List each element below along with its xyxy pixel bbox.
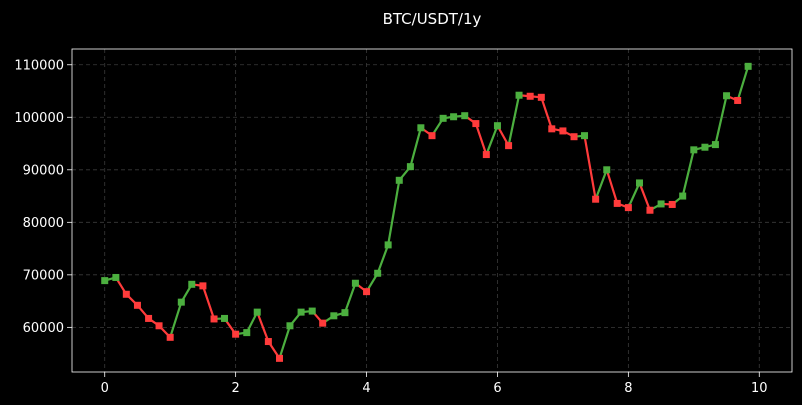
price-segment — [605, 168, 619, 205]
price-point — [155, 322, 163, 330]
price-point — [679, 192, 687, 200]
x-tick-label: 2 — [231, 381, 239, 396]
price-point — [711, 141, 719, 149]
price-point — [374, 269, 382, 277]
price-segment — [256, 311, 270, 343]
price-point — [297, 308, 305, 316]
price-point — [330, 312, 338, 320]
price-point — [351, 279, 359, 287]
price-segment — [409, 126, 422, 168]
price-point — [177, 298, 185, 306]
price-point — [613, 199, 621, 207]
price-point — [253, 308, 261, 316]
price-segment — [540, 96, 553, 130]
price-segment — [638, 181, 652, 212]
price-segment — [594, 168, 608, 201]
price-segment — [376, 243, 390, 275]
price-segment — [169, 301, 183, 339]
price-point — [515, 91, 523, 99]
price-segment — [627, 181, 641, 209]
price-point — [199, 282, 207, 290]
price-point — [482, 151, 490, 159]
price-segment — [485, 124, 499, 156]
price-point — [657, 200, 665, 208]
chart-title: BTC/USDT/1y — [383, 10, 482, 28]
price-point — [210, 315, 218, 323]
price-point — [559, 127, 567, 135]
x-tick-label: 10 — [751, 381, 768, 396]
price-point — [286, 322, 294, 330]
price-point — [232, 330, 240, 338]
price-point — [493, 122, 501, 130]
axes: 0 2 4 6 8 10 60000 70000 80000 90000 100000 110000 — [14, 48, 793, 396]
price-point — [505, 142, 513, 150]
x-tick-label: 0 — [101, 381, 109, 396]
plot-frame — [71, 48, 793, 373]
price-segment — [474, 122, 488, 156]
price-point — [439, 114, 447, 122]
price-point — [548, 125, 556, 133]
price-segment — [714, 94, 728, 146]
price-point — [592, 195, 600, 203]
price-point — [363, 288, 371, 296]
price-point — [384, 241, 392, 249]
y-tick-label: 80000 — [23, 216, 64, 231]
y-tick-label: 70000 — [23, 268, 64, 283]
price-point — [417, 124, 425, 132]
price-markers — [101, 62, 752, 362]
price-point — [101, 277, 109, 285]
price-point — [133, 301, 141, 309]
price-point — [428, 132, 436, 140]
price-point — [308, 307, 316, 315]
price-segment — [681, 148, 695, 198]
y-tick-label: 60000 — [23, 321, 64, 336]
price-point — [264, 338, 272, 346]
price-segment — [387, 179, 401, 247]
price-point — [734, 96, 742, 104]
price-point — [690, 146, 698, 154]
price-point — [461, 112, 469, 120]
price-segment — [201, 284, 216, 321]
grid — [72, 49, 792, 372]
price-point — [406, 163, 414, 171]
price-point — [744, 62, 752, 70]
price-point — [635, 179, 643, 187]
price-point — [668, 200, 676, 208]
price-point — [188, 280, 196, 288]
price-point — [395, 176, 403, 184]
price-point — [603, 166, 611, 174]
price-segment — [343, 282, 357, 314]
price-segment — [736, 65, 750, 102]
price-point — [526, 92, 534, 100]
y-tick-label: 90000 — [23, 163, 64, 178]
price-point — [450, 113, 458, 121]
price-point — [243, 329, 251, 337]
price-point — [723, 92, 731, 100]
price-point — [646, 206, 654, 214]
y-tick-label: 110000 — [14, 58, 64, 73]
price-segment — [583, 134, 597, 201]
price-point — [221, 314, 229, 322]
price-point — [341, 309, 349, 317]
price-point — [537, 93, 545, 101]
price-point — [701, 143, 709, 151]
price-point — [275, 354, 283, 362]
price-point — [624, 204, 632, 212]
price-point — [112, 273, 120, 281]
price-point — [319, 319, 327, 327]
x-tick-label: 6 — [493, 381, 501, 396]
y-tick-label: 100000 — [14, 111, 64, 126]
price-segment — [278, 324, 292, 360]
price-point — [581, 132, 589, 140]
price-point — [472, 120, 480, 128]
price-point — [166, 333, 174, 341]
price-point — [122, 290, 130, 298]
price-point — [145, 314, 153, 322]
x-tick-label: 4 — [362, 381, 370, 396]
price-segment — [507, 94, 521, 147]
x-tick-label: 8 — [624, 381, 632, 396]
price-point — [570, 133, 578, 141]
